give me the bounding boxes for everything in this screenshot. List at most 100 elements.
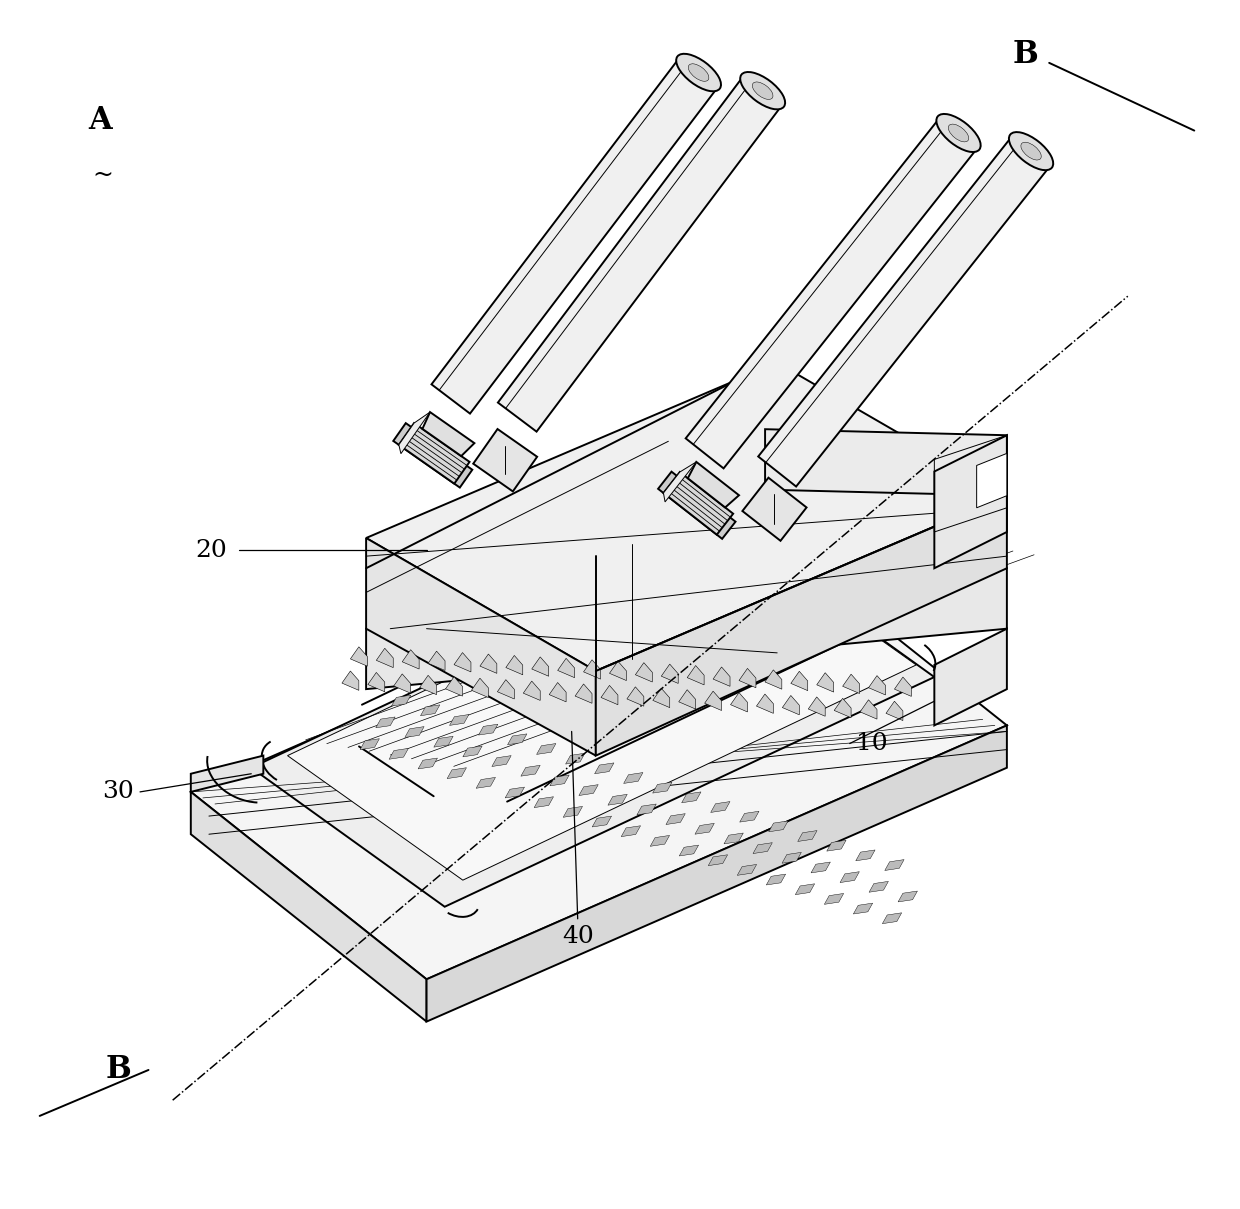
Polygon shape xyxy=(402,649,419,669)
Polygon shape xyxy=(708,855,728,866)
Polygon shape xyxy=(811,862,831,873)
Polygon shape xyxy=(825,893,843,904)
Polygon shape xyxy=(724,833,743,844)
Polygon shape xyxy=(835,699,851,718)
Text: ~: ~ xyxy=(92,163,113,187)
Polygon shape xyxy=(498,76,782,432)
Polygon shape xyxy=(595,496,1007,756)
Polygon shape xyxy=(739,669,756,688)
Ellipse shape xyxy=(740,73,785,109)
Polygon shape xyxy=(351,647,367,666)
Polygon shape xyxy=(687,665,704,684)
Polygon shape xyxy=(808,696,825,716)
Polygon shape xyxy=(868,676,885,695)
Polygon shape xyxy=(652,688,670,707)
Polygon shape xyxy=(463,746,482,757)
Polygon shape xyxy=(663,462,697,502)
Polygon shape xyxy=(492,756,511,767)
Polygon shape xyxy=(601,686,618,705)
Polygon shape xyxy=(549,683,567,702)
Polygon shape xyxy=(743,478,806,540)
Polygon shape xyxy=(977,453,1007,508)
Text: 30: 30 xyxy=(102,780,134,804)
Polygon shape xyxy=(688,462,739,508)
Polygon shape xyxy=(418,758,438,769)
Ellipse shape xyxy=(753,82,773,99)
Polygon shape xyxy=(635,663,652,682)
Polygon shape xyxy=(885,860,904,870)
Polygon shape xyxy=(575,684,591,704)
Polygon shape xyxy=(445,677,463,696)
Polygon shape xyxy=(404,727,424,737)
Polygon shape xyxy=(399,412,430,453)
Polygon shape xyxy=(839,872,859,883)
Polygon shape xyxy=(704,692,722,711)
Polygon shape xyxy=(393,423,472,487)
Polygon shape xyxy=(480,654,497,673)
Text: B: B xyxy=(1012,39,1038,70)
Polygon shape xyxy=(765,670,782,689)
Polygon shape xyxy=(474,429,537,491)
Text: A: A xyxy=(88,105,112,137)
Polygon shape xyxy=(621,826,641,837)
Polygon shape xyxy=(394,673,410,693)
Polygon shape xyxy=(608,794,627,805)
Polygon shape xyxy=(471,678,489,698)
Polygon shape xyxy=(797,831,817,841)
Polygon shape xyxy=(711,802,730,812)
Polygon shape xyxy=(883,913,901,924)
Polygon shape xyxy=(637,804,656,815)
Polygon shape xyxy=(686,118,977,468)
Polygon shape xyxy=(795,884,815,895)
Polygon shape xyxy=(454,653,471,672)
Polygon shape xyxy=(853,903,873,914)
Polygon shape xyxy=(523,681,541,700)
Polygon shape xyxy=(368,672,384,692)
Polygon shape xyxy=(537,744,556,754)
Polygon shape xyxy=(392,695,410,706)
Polygon shape xyxy=(563,806,583,817)
Polygon shape xyxy=(682,792,701,803)
Text: 40: 40 xyxy=(562,925,594,949)
Polygon shape xyxy=(342,671,358,690)
Polygon shape xyxy=(661,664,678,683)
Polygon shape xyxy=(549,775,569,786)
Polygon shape xyxy=(595,763,614,774)
Polygon shape xyxy=(507,734,527,745)
Ellipse shape xyxy=(949,125,968,141)
Polygon shape xyxy=(593,816,611,827)
Polygon shape xyxy=(506,655,523,675)
Polygon shape xyxy=(423,412,475,456)
Polygon shape xyxy=(399,423,470,484)
Polygon shape xyxy=(288,540,916,880)
Polygon shape xyxy=(861,700,877,719)
Polygon shape xyxy=(534,797,553,808)
Polygon shape xyxy=(694,823,714,834)
Polygon shape xyxy=(448,768,466,779)
Polygon shape xyxy=(652,782,672,793)
Ellipse shape xyxy=(936,114,981,152)
Polygon shape xyxy=(366,363,1007,671)
Polygon shape xyxy=(565,753,585,764)
Polygon shape xyxy=(791,671,807,690)
Polygon shape xyxy=(420,705,440,716)
Text: 20: 20 xyxy=(196,538,227,562)
Ellipse shape xyxy=(688,64,709,81)
Polygon shape xyxy=(497,679,515,699)
Polygon shape xyxy=(476,777,496,788)
Polygon shape xyxy=(769,821,789,832)
Polygon shape xyxy=(730,693,748,712)
Polygon shape xyxy=(558,659,574,678)
Polygon shape xyxy=(758,137,1050,486)
Polygon shape xyxy=(252,538,935,907)
Polygon shape xyxy=(366,538,595,756)
Polygon shape xyxy=(680,845,698,856)
Polygon shape xyxy=(376,717,396,728)
Polygon shape xyxy=(869,881,888,892)
Polygon shape xyxy=(366,568,1007,689)
Polygon shape xyxy=(935,435,1007,568)
Polygon shape xyxy=(678,689,696,708)
Polygon shape xyxy=(666,814,686,825)
Polygon shape xyxy=(521,765,541,776)
Polygon shape xyxy=(191,756,263,792)
